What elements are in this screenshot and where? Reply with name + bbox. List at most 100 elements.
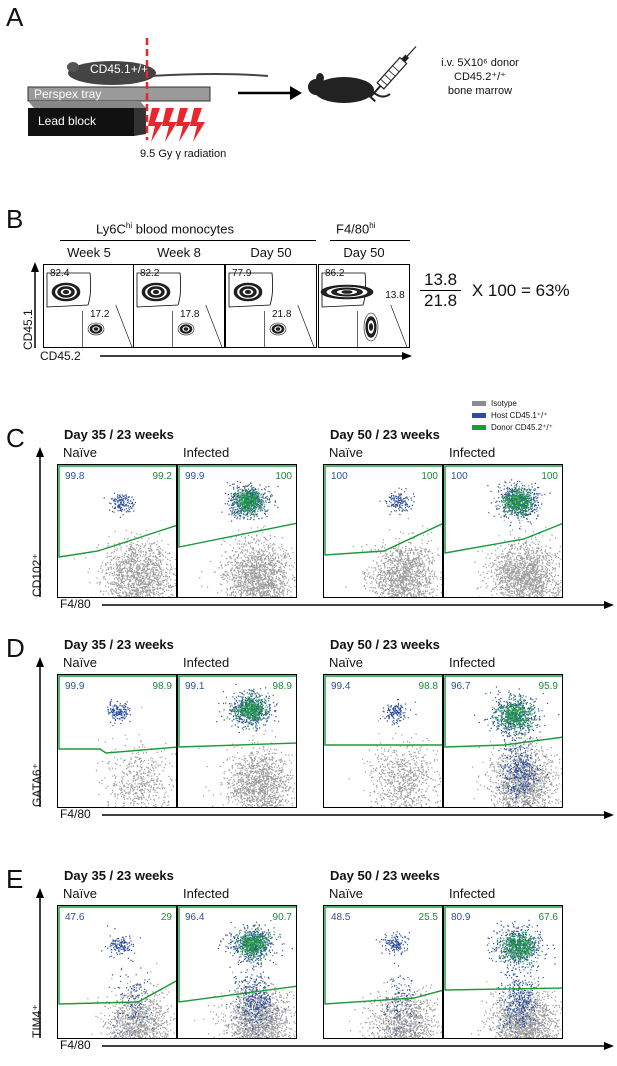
legend-host: Host CD45.1⁺/⁺ <box>472 410 553 422</box>
panel-x-label: F4/80 <box>60 597 91 611</box>
eq-numerator: 13.8 <box>424 270 458 289</box>
flow-scatter-plot: 100 100 <box>323 464 443 598</box>
group-title-day50: Day 50 / 23 weeks <box>330 868 440 883</box>
injection-line-1: i.v. 5X10⁶ donor <box>441 57 519 69</box>
legend-donor: Donor CD45.2⁺/⁺ <box>472 422 553 434</box>
panel-b-contour-plot: 77.9 21.8 <box>225 264 317 348</box>
donor-percent-value: 25.5 <box>418 912 438 923</box>
plot-title: Infected <box>449 445 496 460</box>
panel-axes <box>36 447 614 609</box>
host-percent-value: 99.1 <box>185 681 205 692</box>
panel-b-plot-title: Week 8 <box>157 245 201 260</box>
panel-x-label: F4/80 <box>60 1038 91 1052</box>
host-percent-value: 96.4 <box>185 912 205 923</box>
injection-line-3: bone marrow <box>447 85 513 97</box>
legend-donor-label: Donor CD45.2⁺/⁺ <box>491 423 553 432</box>
donor-percent-value: 95.9 <box>538 681 558 692</box>
radiation-bolts-icon <box>148 108 205 142</box>
donor-percent-value: 100 <box>421 471 438 482</box>
group1-title-sup: hi <box>125 221 133 230</box>
radiation-label: 9.5 Gy γ radiation <box>140 148 227 160</box>
group-title-day35: Day 35 / 23 weeks <box>64 868 174 883</box>
host-percent-value: 80.9 <box>451 912 471 923</box>
block-label: Lead block <box>38 114 97 128</box>
group2-title-sup: hi <box>369 221 376 230</box>
panel-b-x-label: CD45.2 <box>40 349 81 363</box>
mouse-label: CD45.1+/+ <box>90 62 149 76</box>
flow-scatter-plot: 96.4 90.7 <box>177 905 297 1039</box>
panel-b-donor-value: 17.2 <box>90 308 110 320</box>
panel-b-host-value: 82.2 <box>140 268 160 279</box>
flow-scatter-plot: 99.4 98.8 <box>323 674 443 808</box>
donor-percent-value: 98.9 <box>152 681 172 692</box>
panel-b-plot-title: Week 5 <box>67 245 111 260</box>
equation: 13.8 21.8 X 100 = 63% <box>420 270 570 311</box>
plot-title: Naïve <box>63 445 97 460</box>
plot-title: Infected <box>449 655 496 670</box>
plot-title: Infected <box>183 655 230 670</box>
group1-title-main: Ly6C <box>96 221 126 237</box>
flow-scatter-plot: 99.8 99.2 <box>57 464 177 598</box>
host-percent-value: 96.7 <box>451 681 471 692</box>
group1-title: Ly6Chi blood monocytes <box>96 221 234 236</box>
group-title-day50: Day 50 / 23 weeks <box>330 427 440 442</box>
panel-y-label: GATA6⁺ <box>30 763 44 807</box>
host-percent-value: 100 <box>451 471 468 482</box>
flow-scatter-plot: 80.9 67.6 <box>443 905 563 1039</box>
flow-scatter-plot: 48.5 25.5 <box>323 905 443 1039</box>
donor-percent-value: 67.6 <box>538 912 558 923</box>
host-percent-value: 48.5 <box>331 912 351 923</box>
panel-b-plot-title: Day 50 <box>250 245 292 260</box>
panel-b-contour-plot: 86.2 13.8 <box>318 264 410 348</box>
panel-b-y-label: CD45.1 <box>21 309 35 350</box>
plot-title: Naïve <box>63 886 97 901</box>
tray-label: Perspex tray <box>34 87 102 101</box>
legend: Isotype Host CD45.1⁺/⁺ Donor CD45.2⁺/⁺ <box>472 398 553 434</box>
donor-percent-value: 100 <box>275 471 292 482</box>
panel-a-diagram <box>27 38 417 142</box>
panel-b-axes <box>31 262 412 360</box>
group1-underline <box>60 240 316 241</box>
group2-underline <box>330 240 410 241</box>
group-title-day35: Day 35 / 23 weeks <box>64 427 174 442</box>
legend-host-label: Host CD45.1⁺/⁺ <box>491 411 548 420</box>
panel-axes <box>36 888 614 1050</box>
syringe-icon <box>364 46 417 103</box>
panel-letter-c: C <box>6 423 25 453</box>
donor-percent-value: 29 <box>160 912 172 923</box>
host-percent-value: 99.9 <box>65 681 85 692</box>
panel-letter-e: E <box>6 864 24 894</box>
panel-letter-a: A <box>6 2 24 32</box>
panel-b-contour-plot: 82.4 17.2 <box>43 264 135 348</box>
injection-text: i.v. 5X10⁶ donor CD45.2⁺/⁺ bone marrow <box>420 56 540 98</box>
group2-title: F4/80hi <box>336 221 375 236</box>
panel-b-host-value: 82.4 <box>50 268 70 279</box>
donor-percent-value: 99.2 <box>152 471 172 482</box>
flow-scatter-plot: 47.6 29 <box>57 905 177 1039</box>
panel-x-label: F4/80 <box>60 807 91 821</box>
eq-denominator: 21.8 <box>424 291 458 310</box>
recipient-mouse-icon <box>308 73 391 103</box>
flow-scatter-plot: 100 100 <box>443 464 563 598</box>
flow-scatter-plot: 99.1 98.9 <box>177 674 297 808</box>
plot-title: Infected <box>449 886 496 901</box>
flow-scatter-plot: 99.9 98.9 <box>57 674 177 808</box>
panel-letter-b: B <box>6 204 24 234</box>
plot-title: Naïve <box>329 445 363 460</box>
lead-block-shape <box>28 108 134 136</box>
host-percent-value: 99.8 <box>65 471 85 482</box>
arrow-right-icon <box>290 86 302 100</box>
group-title-day50: Day 50 / 23 weeks <box>330 637 440 652</box>
panel-b-contour-plot: 82.2 17.8 <box>133 264 225 348</box>
host-percent-value: 99.9 <box>185 471 205 482</box>
donor-percent-value: 100 <box>541 471 558 482</box>
panel-letter-d: D <box>6 633 25 663</box>
panel-b-host-value: 77.9 <box>232 268 252 279</box>
eq-rest: X 100 = 63% <box>471 280 570 300</box>
panel-b-host-value: 86.2 <box>325 268 345 279</box>
panel-b-plot-title: Day 50 <box>343 245 385 260</box>
group-title-day35: Day 35 / 23 weeks <box>64 637 174 652</box>
panel-y-label: TIM4⁺ <box>30 1004 44 1038</box>
plot-title: Infected <box>183 886 230 901</box>
mouse-on-tray-icon <box>67 61 269 85</box>
